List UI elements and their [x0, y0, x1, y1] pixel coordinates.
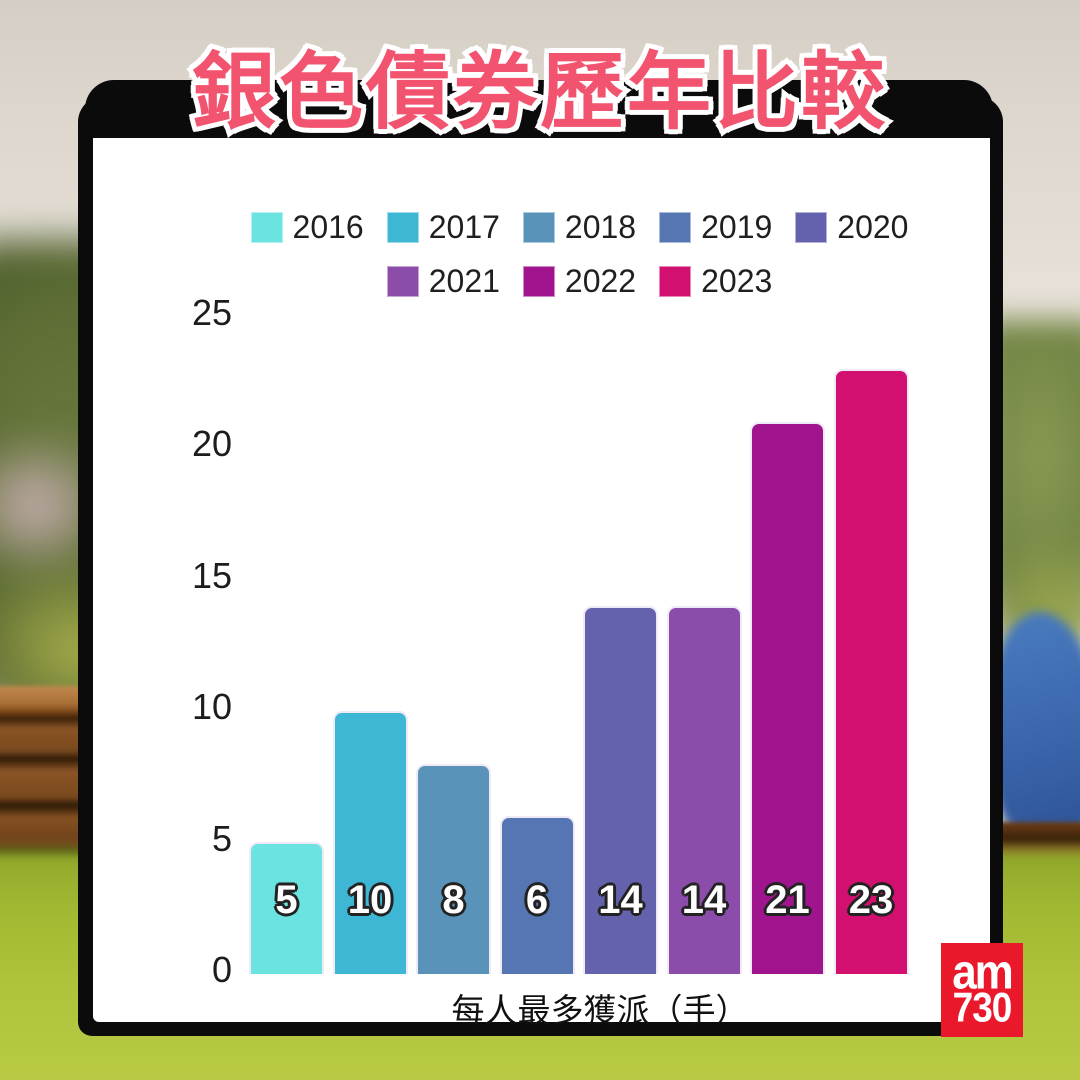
bar-value-label: 5 — [275, 878, 298, 922]
bar-value-label: 14 — [598, 878, 643, 922]
legend-item-2021: 2021 — [386, 262, 500, 300]
x-axis-title: 每人最多獲派（手） — [451, 992, 749, 1029]
bar-value-label: 6 — [525, 878, 549, 922]
bar-2017 — [332, 711, 408, 974]
legend-year-label: 2016 — [292, 208, 364, 245]
legend-item-2022: 2022 — [522, 262, 637, 300]
legend-item-2018: 2018 — [522, 208, 637, 246]
bar-value-label: 14 — [681, 878, 727, 922]
chart-legend: 2016 2017 2018 2019 2020 2021 2022 2023 — [131, 208, 1028, 300]
legend-item-2017: 2017 — [386, 208, 500, 246]
y-axis-tick-label: 0 — [211, 949, 232, 990]
legend-item-2019: 2019 — [659, 209, 772, 246]
y-axis-tick-label: 5 — [211, 817, 232, 859]
y-axis-tick-label: 10 — [191, 686, 232, 727]
legend-year-label: 2019 — [701, 208, 773, 245]
legend-year-label: 2018 — [564, 208, 637, 245]
bar-value-label: 21 — [765, 878, 810, 922]
legend-swatch — [659, 265, 692, 297]
bar-2016 — [249, 842, 324, 974]
bar-2019 — [499, 816, 575, 974]
legend-row-2: 2021 2022 2023 — [386, 262, 772, 300]
legend-swatch — [795, 211, 828, 243]
y-axis-tick-label: 20 — [191, 423, 232, 464]
legend-year-label: 2022 — [564, 262, 637, 299]
bar-2023 — [833, 369, 909, 974]
legend-swatch — [659, 211, 692, 243]
bar-value-label: 10 — [347, 878, 393, 922]
legend-swatch — [522, 211, 555, 243]
am730-logo-730: 730 — [952, 984, 1013, 1031]
bar-2021 — [666, 606, 742, 974]
legend-item-2020: 2020 — [795, 209, 908, 246]
legend-year-label: 2017 — [428, 208, 500, 245]
legend-swatch — [386, 265, 419, 297]
legend-item-2016: 2016 — [250, 208, 364, 246]
bar-2018 — [416, 764, 491, 974]
bar-value-label: 8 — [442, 878, 465, 922]
legend-year-label: 2021 — [428, 262, 500, 299]
y-axis-tick-label: 15 — [191, 554, 232, 596]
legend-year-label: 2023 — [701, 262, 773, 299]
page-title: 銀色債券歷年比較 — [191, 45, 888, 139]
bar-2020 — [583, 606, 658, 974]
am730-logo-am: am — [952, 944, 1014, 1000]
legend-swatch — [250, 211, 283, 243]
bar-2022 — [750, 422, 825, 974]
bar-value-label: 23 — [848, 878, 894, 922]
legend-item-2023: 2023 — [659, 263, 772, 300]
legend-swatch — [386, 211, 419, 243]
legend-row-1: 2016 2017 2018 2019 2020 — [250, 208, 908, 246]
title-banner — [85, 80, 993, 138]
legend-year-label: 2020 — [837, 208, 909, 245]
y-axis-tick-label: 25 — [191, 291, 232, 333]
page-title-outline: 銀色債券歷年比較 — [187, 43, 889, 140]
am730-logo: am 730 — [941, 943, 1023, 1037]
legend-swatch — [522, 265, 555, 297]
